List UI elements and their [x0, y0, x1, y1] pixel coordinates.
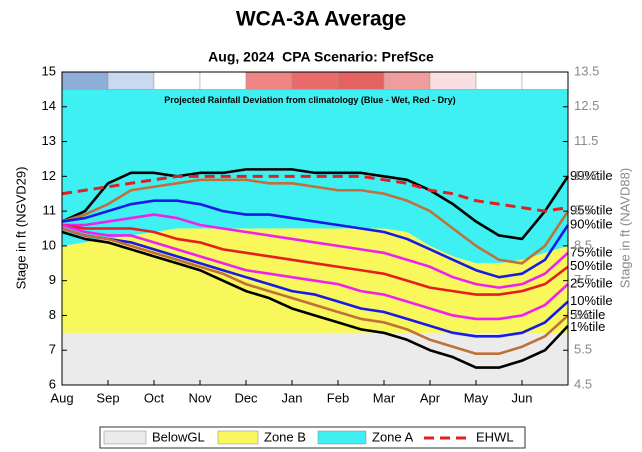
series-end-label: 10%tile: [570, 293, 613, 308]
rainfall-cell: [245, 71, 293, 90]
y2-axis-label: Stage in ft (NAVD88): [617, 168, 632, 288]
rainfall-cell: [291, 71, 339, 90]
series-line: [61, 227, 569, 338]
series-end-label: 1%tile: [570, 319, 605, 334]
x-tick-label: Jan: [282, 390, 303, 405]
series-line: [61, 223, 569, 296]
series-end-label: 50%tile: [570, 258, 613, 273]
y-tick-label: 11: [43, 203, 57, 218]
series-line: [61, 168, 570, 241]
legend-label: BelowGL: [152, 429, 205, 444]
legend-label: EHWL: [476, 429, 514, 444]
y-tick-label: 7: [49, 342, 56, 357]
rainfall-cell: [521, 71, 569, 90]
x-tick-label: Apr: [420, 390, 441, 405]
series-end-label: 90%tile: [570, 216, 613, 231]
y-axis-label: Stage in ft (NGVD29): [13, 167, 28, 290]
x-tick-label: Sep: [96, 390, 119, 405]
legend-box: [99, 426, 526, 449]
x-tick-label: Aug: [50, 390, 73, 405]
rainfall-cell: [475, 71, 523, 90]
y2-tick-label: 9.5: [574, 203, 592, 218]
rainfall-label: Projected Rainfall Deviation from climat…: [164, 95, 455, 105]
x-tick-label: Mar: [373, 390, 396, 405]
chart-subtitle: Aug, 2024 CPA Scenario: PrefSce: [208, 49, 434, 65]
series-end-label: 99%tile: [570, 168, 613, 183]
legend-label: Zone B: [264, 429, 306, 444]
x-tick-label: Nov: [188, 390, 212, 405]
y-tick-label: 10: [42, 237, 56, 252]
rainfall-cell: [107, 71, 155, 90]
y2-tick-label: 6.5: [574, 307, 592, 322]
y2-tick-label: 7.5: [574, 272, 592, 287]
x-tick-label: Oct: [144, 390, 165, 405]
y-tick-label: 8: [49, 307, 56, 322]
rainfall-cell: [61, 71, 109, 90]
zone-area: [62, 332, 568, 385]
series-end-label: 75%tile: [570, 244, 613, 259]
y2-tick-label: 12.5: [574, 98, 599, 113]
y-tick-label: 6: [49, 376, 56, 391]
y2-tick-label: 8.5: [574, 237, 592, 252]
y2-tick-label: 4.5: [574, 376, 592, 391]
plot-frame: [61, 71, 569, 386]
y-tick-label: 12: [42, 168, 56, 183]
x-tick-label: May: [464, 390, 489, 405]
series-line: [61, 230, 569, 369]
series-end-label: 95%tile: [570, 203, 613, 218]
chart-title: WCA-3A Average: [236, 8, 406, 31]
x-tick-label: Dec: [234, 390, 258, 405]
y-tick-label: 13: [42, 133, 56, 148]
y2-tick-label: 11.5: [574, 133, 598, 148]
y-tick-label: 9: [49, 272, 56, 287]
rainfall-cell: [429, 71, 477, 90]
series-line: [62, 213, 569, 289]
series-line: [61, 223, 569, 321]
series-line: [61, 178, 570, 265]
rainfall-cell: [383, 71, 431, 90]
legend-swatch: [317, 430, 367, 445]
rainfall-cell: [153, 71, 201, 90]
series-end-label: 25%tile: [570, 276, 613, 291]
series-line: [61, 174, 569, 213]
rainfall-cell: [199, 71, 247, 90]
legend-label: Zone A: [372, 429, 414, 444]
x-tick-label: Feb: [327, 390, 349, 405]
y-tick-label: 14: [42, 98, 56, 113]
series-line: [61, 227, 569, 355]
rainfall-cell: [337, 71, 385, 90]
series-line: [61, 199, 570, 279]
series-end-label: 5%tile: [570, 307, 605, 322]
legend-swatch: [103, 430, 147, 445]
y2-tick-label: 5.5: [574, 342, 592, 357]
y2-tick-label: 13.5: [574, 63, 599, 78]
y-tick-label: 15: [42, 63, 56, 78]
y2-tick-label: 10.5: [574, 168, 599, 183]
x-tick-label: Jun: [512, 390, 533, 405]
legend-swatch: [217, 430, 259, 445]
